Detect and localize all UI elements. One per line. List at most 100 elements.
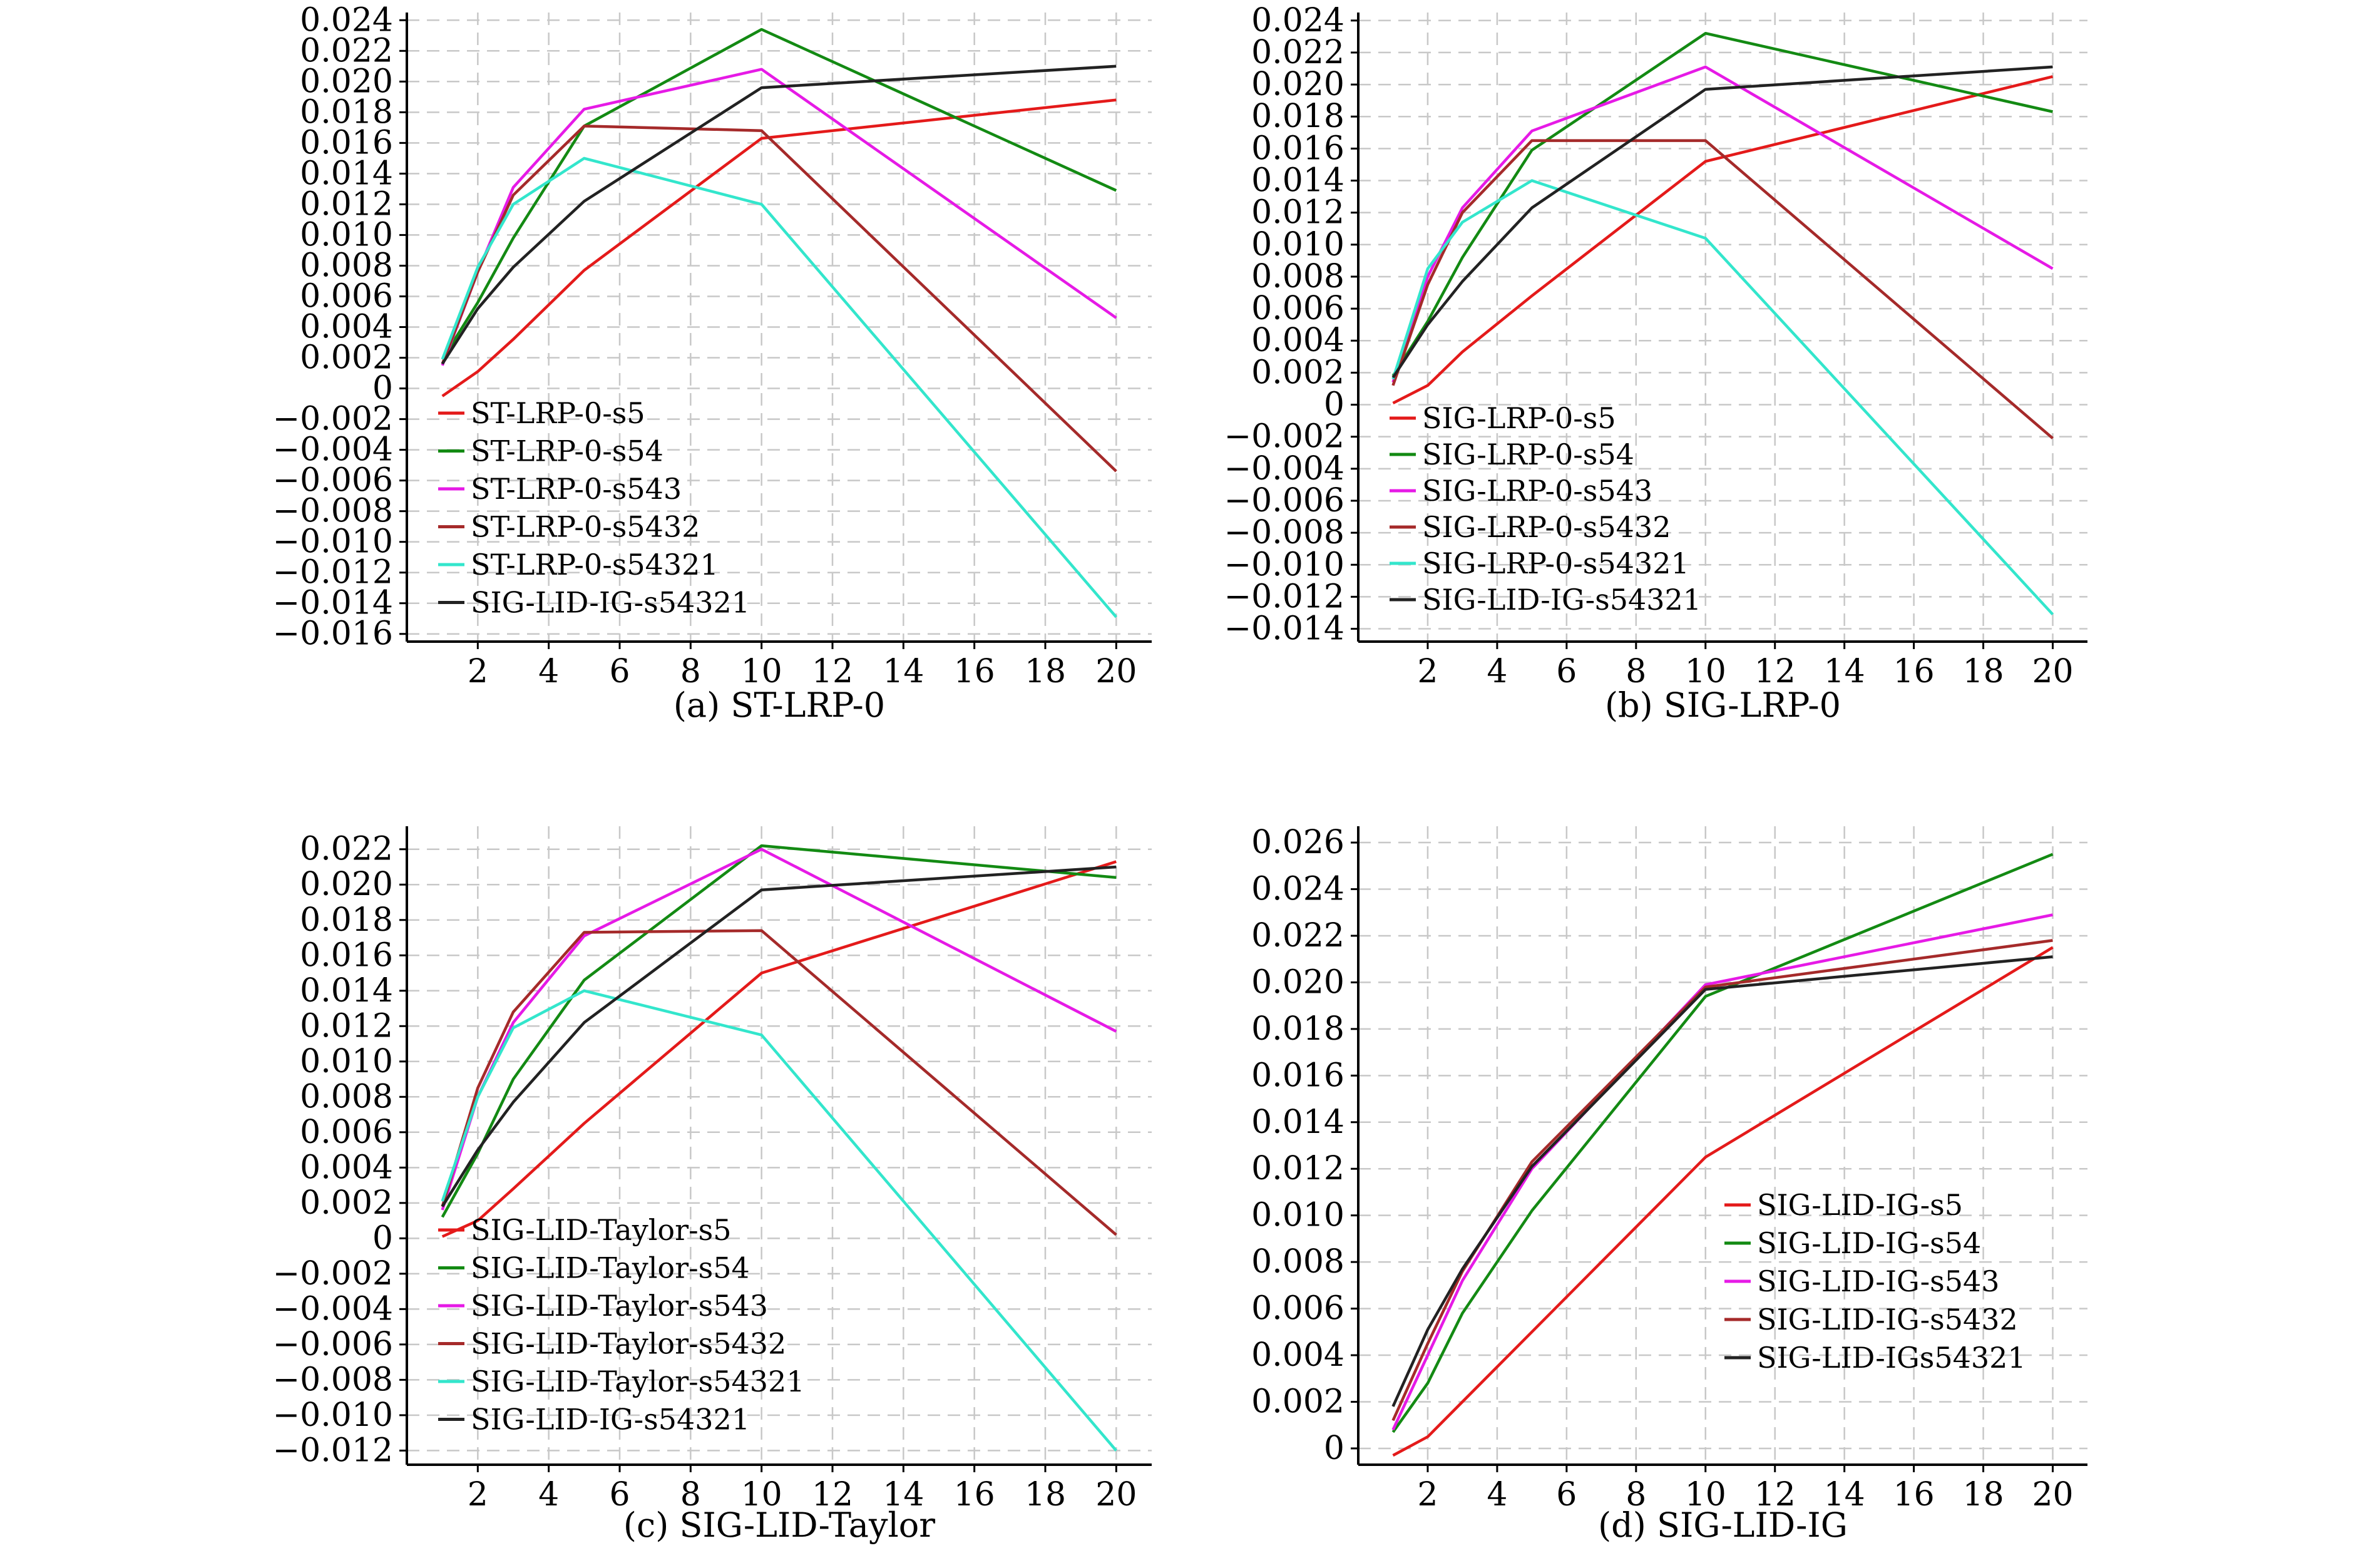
x-tick-label: 2 — [1417, 1476, 1438, 1514]
legend-label: SIG-LID-Taylor-s5432 — [471, 1327, 786, 1361]
y-tick-label: 0.018 — [300, 93, 393, 131]
legend-label: SIG-LID-IG-s54321 — [1422, 583, 1701, 617]
y-tick-label: 0.024 — [1251, 871, 1344, 908]
legend: SIG-LID-Taylor-s5 SIG-LID-Taylor-s54 SIG-L… — [438, 1213, 805, 1437]
x-tick-label: 20 — [2032, 653, 2073, 690]
legend-label: SIG-LID-IG-s54321 — [471, 586, 750, 620]
y-tick-label: −0.012 — [273, 1432, 393, 1469]
y-tick-label: 0.010 — [300, 216, 393, 254]
x-tick-label: 8 — [1626, 653, 1646, 690]
y-tick-label: −0.002 — [1224, 418, 1344, 456]
x-tick-label: 16 — [1893, 1476, 1935, 1514]
chart-caption: (b) SIG-LRP-0 — [1605, 685, 1841, 725]
y-tick-label: −0.008 — [1224, 514, 1344, 551]
x-tick-label: 10 — [741, 653, 782, 690]
x-tick-label: 20 — [2032, 1476, 2073, 1514]
series-line-6 — [1391, 65, 2053, 379]
y-tick-label: 0.016 — [1251, 130, 1344, 167]
y-tick-label: 0.014 — [1251, 162, 1344, 200]
y-tick-label: 0.004 — [1251, 322, 1344, 359]
panel-c: 2 4 6 8 10 12 14 16 18 20 −0.012 −0.010 −0.008 −0.006… — [0, 814, 1183, 1565]
y-tick-label: 0.010 — [1251, 226, 1344, 264]
legend-label: SIG-LID-IG-s54321 — [471, 1403, 750, 1437]
y-tick-label: −0.014 — [1224, 610, 1344, 648]
y-tick-label: 0.002 — [1251, 1383, 1344, 1420]
y-tick-label: 0.006 — [1251, 1290, 1344, 1328]
y-tick-label: 0.010 — [300, 1043, 393, 1080]
x-tick-label: 2 — [1417, 653, 1438, 690]
series-line-5 — [441, 989, 1118, 1452]
y-tick-label: 0.010 — [1251, 1197, 1344, 1234]
y-tick-label: 0.024 — [1251, 2, 1344, 39]
y-tick-label: 0.026 — [1251, 824, 1344, 861]
x-tick-label: 16 — [1893, 653, 1935, 690]
y-tick-label: 0.020 — [1251, 66, 1344, 103]
series-line-5 — [1391, 955, 2053, 1407]
series-line-6 — [441, 865, 1117, 1207]
x-tick-label: 12 — [812, 1476, 853, 1514]
series-line-5 — [1391, 179, 2054, 616]
y-tick-label: −0.002 — [273, 401, 393, 438]
y-tick-label: 0.022 — [1251, 917, 1344, 955]
x-tick-label: 12 — [1754, 653, 1796, 690]
y-tick-label: −0.014 — [273, 585, 393, 622]
y-tick-label: 0 — [372, 370, 393, 407]
y-tick-label: 0.004 — [300, 1149, 393, 1186]
x-tick-label: 18 — [1025, 653, 1066, 690]
x-tick-label: 6 — [609, 1476, 630, 1514]
x-tick-label: 14 — [883, 1476, 924, 1514]
y-tick-label: −0.010 — [1224, 546, 1344, 583]
legend-label: ST-LRP-0-s54321 — [471, 548, 719, 582]
series-line-3 — [441, 68, 1117, 366]
y-tick-label: 0.012 — [1251, 194, 1344, 232]
legend-label: SIG-LID-Taylor-s54321 — [471, 1365, 805, 1398]
panel-d: 2 4 6 8 10 12 14 16 18 20 0 0.002 0.004 0.006 0.008 0.0… — [1183, 814, 2366, 1565]
x-tick-label: 16 — [954, 653, 995, 690]
legend-label: SIG-LID-IGs54321 — [1757, 1341, 2026, 1375]
y-tick-label: −0.004 — [273, 1290, 393, 1328]
y-tick-label: 0.016 — [300, 124, 393, 161]
legend-label: SIG-LRP-0-s5 — [1422, 401, 1616, 435]
y-tick-label: 0.016 — [300, 936, 393, 974]
y-tick-label: −0.002 — [273, 1255, 393, 1293]
series-line-2 — [441, 844, 1117, 1218]
y-tick-label: 0.008 — [1251, 258, 1344, 295]
y-tick-label: 0.014 — [300, 972, 393, 1010]
y-tick-label: 0.002 — [1251, 354, 1344, 391]
x-tick-label: 4 — [538, 653, 559, 690]
x-tick-label: 6 — [1556, 653, 1577, 690]
series-line-4 — [1391, 139, 2054, 439]
x-tick-label: 4 — [538, 1476, 559, 1514]
legend-label: SIG-LID-Taylor-s54 — [471, 1251, 750, 1285]
x-tick-label: 12 — [1754, 1476, 1796, 1514]
legend-label: ST-LRP-0-s543 — [471, 472, 682, 506]
y-tick-label: 0.024 — [300, 1, 393, 39]
legend-label: SIG-LID-Taylor-s5 — [471, 1213, 732, 1247]
x-tick-label: 18 — [1962, 1476, 2004, 1514]
y-tick-label: 0.022 — [1251, 34, 1344, 71]
series-line-6 — [441, 64, 1117, 365]
x-tick-label: 14 — [1824, 653, 1865, 690]
y-tick-label: −0.016 — [273, 615, 393, 653]
grid — [1358, 826, 2087, 1465]
x-tick-label: 18 — [1962, 653, 2004, 690]
y-tick-label: 0.020 — [300, 63, 393, 100]
y-tick-label: 0.022 — [300, 32, 393, 69]
y-tick-label: 0.014 — [300, 155, 393, 192]
x-tick-label: 6 — [609, 653, 630, 690]
x-tick-label: 14 — [883, 653, 924, 690]
y-tick-label: −0.012 — [273, 554, 393, 592]
x-tick-label: 14 — [1824, 1476, 1865, 1514]
series-line-1 — [1392, 946, 2054, 1457]
y-tick-label: 0.006 — [1251, 290, 1344, 327]
chart-svg: 2 4 6 8 10 12 14 16 18 20 −0.016−0.014−0.012−0.010… — [273, 1, 1152, 725]
chart-svg: 2 4 6 8 10 12 14 16 18 20 −0.012−0.010−0.008−0.006… — [273, 826, 1152, 1545]
legend-label: SIG-LID-IG-s54 — [1757, 1226, 1981, 1260]
series-line-1 — [441, 98, 1117, 397]
legend-label: ST-LRP-0-s5 — [471, 396, 645, 430]
grid — [407, 13, 1152, 642]
chart-caption: (d) SIG-LID-IG — [1598, 1505, 1848, 1545]
y-tick-label: −0.006 — [273, 1326, 393, 1363]
chart-svg: 2 4 6 8 10 12 14 16 18 20 0 0.002 0.004 0.006 0.008 0.0… — [1251, 824, 2087, 1545]
y-tick-label: 0 — [1324, 386, 1344, 424]
